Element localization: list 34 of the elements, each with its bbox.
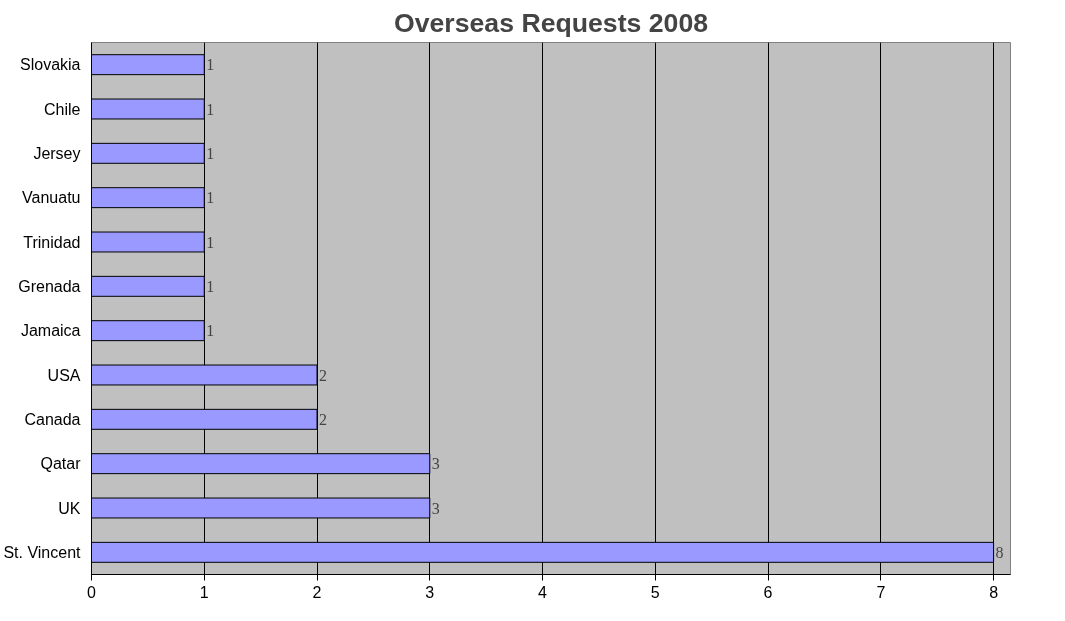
data-label: 1 [206, 144, 215, 162]
y-tick-label: Canada [24, 410, 81, 428]
y-tick-label: Jersey [33, 144, 81, 162]
data-label: 2 [319, 366, 328, 384]
y-tick-label: Trinidad [23, 233, 81, 251]
data-label: 1 [206, 277, 215, 295]
y-tick-label: Slovakia [20, 56, 81, 74]
x-tick-label: 3 [425, 583, 435, 601]
x-tick-label: 5 [650, 583, 660, 601]
x-tick-label: 0 [87, 583, 97, 601]
data-label: 8 [995, 543, 1004, 561]
y-tick-label: Jamaica [20, 322, 81, 340]
data-label: 1 [206, 189, 215, 207]
y-tick-label: UK [58, 499, 81, 517]
data-label: 1 [206, 322, 215, 340]
y-tick-label: Vanuatu [22, 189, 81, 207]
data-label: 3 [431, 499, 440, 517]
y-tick-label: Grenada [18, 277, 81, 295]
y-tick-label: St. Vincent [3, 543, 82, 561]
data-label: 2 [319, 410, 328, 428]
x-tick-label: 7 [876, 583, 886, 601]
x-tick-label: 6 [763, 583, 773, 601]
data-label: 1 [206, 233, 215, 251]
chart-title: Overseas Requests 2008 [393, 7, 709, 38]
y-tick-label: Qatar [40, 455, 82, 473]
x-tick-label: 4 [538, 583, 548, 601]
x-tick-label: 8 [989, 583, 999, 601]
y-tick-label: USA [47, 366, 81, 384]
x-tick-label: 2 [312, 583, 322, 601]
data-label: 1 [206, 56, 215, 74]
x-tick-label: 1 [199, 583, 209, 601]
data-label: 3 [431, 455, 440, 473]
data-label: 1 [206, 100, 215, 118]
y-tick-label: Chile [44, 100, 81, 118]
